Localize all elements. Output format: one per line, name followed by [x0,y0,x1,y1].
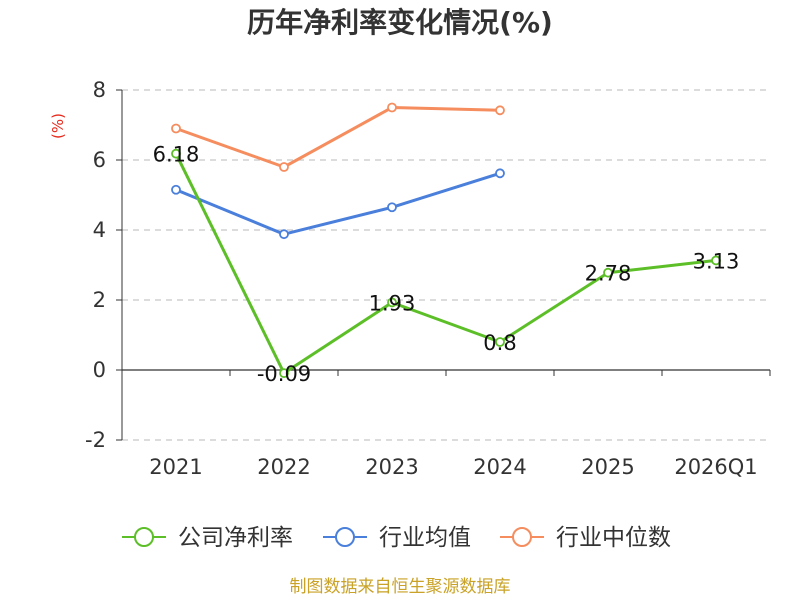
source-note: 制图数据来自恒生聚源数据库 [290,577,511,597]
data-label: 6.18 [153,143,200,167]
x-tick-labels: 2021 2022 2023 2024 2025 2026Q1 [149,455,757,479]
legend-label: 公司净利率 [178,525,293,551]
series-point [279,229,289,240]
chart-title: 历年净利率变化情况(%) [247,6,553,39]
data-labels: 6.18 -0.09 1.93 0.8 2.78 3.13 [153,143,740,386]
legend-item[interactable]: 行业均值 [323,525,471,551]
legend-item[interactable]: 行业中位数 [500,525,671,551]
data-label: 0.8 [483,331,516,355]
series-point [171,184,181,195]
axes [116,89,771,441]
legend-label: 行业均值 [379,525,471,551]
data-label: 2.78 [585,262,632,286]
y-axis-unit: (%) [49,113,67,139]
series-line [175,171,501,236]
legend-label: 行业中位数 [556,525,671,551]
series-point [495,105,505,116]
series-point [279,162,289,172]
legend-marker [512,527,532,547]
y-tick-label: -2 [85,428,106,452]
y-tick-label: 0 [93,358,106,382]
series-point [171,148,181,159]
series-line [174,153,717,375]
y-tick-labels: -2 0 2 4 6 8 [85,78,106,452]
series-point [171,123,181,134]
x-tick-label: 2026Q1 [674,455,757,479]
legend-item[interactable]: 公司净利率 [122,525,293,551]
series-point [387,102,397,113]
data-label: 1.93 [369,291,416,315]
y-tick-label: 6 [93,148,106,172]
series-point [711,255,721,266]
series-point [279,368,289,379]
y-tick-label: 8 [93,78,106,102]
series-point [495,168,505,179]
data-label: 3.13 [693,249,740,273]
legend-marker [335,527,355,547]
grid-lines [122,89,770,441]
series-line [175,106,501,169]
series-point [387,202,397,213]
data-label: -0.09 [257,362,311,386]
series-point [603,267,613,278]
x-tick-label: 2023 [365,455,418,479]
series-lines [171,102,721,379]
x-tick-label: 2022 [257,455,310,479]
y-tick-label: 2 [93,288,106,312]
series-point [387,297,397,308]
x-tick-label: 2025 [581,455,634,479]
x-tick-label: 2024 [473,455,526,479]
y-tick-label: 4 [93,218,106,242]
legend[interactable]: 公司净利率 行业均值 行业中位数 [122,525,671,551]
x-tick-label: 2021 [149,455,202,479]
legend-marker [134,527,154,547]
series-point [495,337,505,347]
